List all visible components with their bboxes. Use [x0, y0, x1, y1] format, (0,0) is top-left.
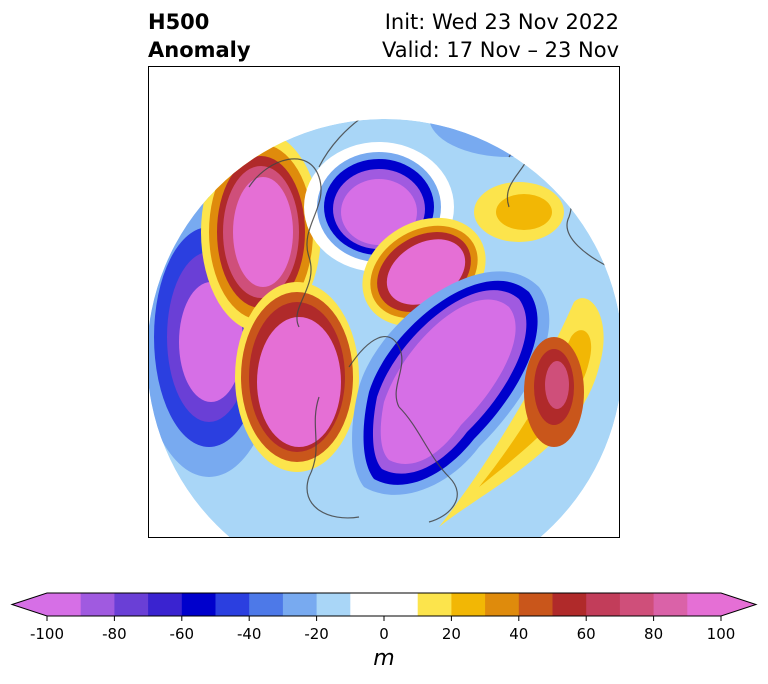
colorbar-bin — [350, 593, 419, 616]
colorbar-tick-label: 80 — [644, 625, 664, 643]
colorbar-bin — [47, 593, 82, 616]
colorbar-extend-low — [12, 593, 47, 616]
colorbar-bin — [282, 593, 318, 616]
colorbar-bin — [181, 593, 216, 616]
colorbar-tick-label: 0 — [379, 625, 389, 643]
colorbar-unit: m — [373, 646, 395, 671]
colorbar-bin — [485, 593, 520, 616]
colorbar-bin — [518, 593, 553, 616]
colorbar-bin — [653, 593, 688, 616]
colorbar-bin — [316, 593, 351, 616]
colorbar-bin — [417, 593, 452, 616]
colorbar-bin — [619, 593, 655, 616]
colorbar-tick-label: -100 — [29, 625, 65, 643]
colorbar-bin — [80, 593, 115, 616]
colorbar-bin — [249, 593, 284, 616]
colorbar-tick-label: 60 — [576, 625, 596, 643]
colorbar-ticks — [46, 616, 722, 621]
colorbar-bin — [687, 593, 722, 616]
colorbar-tick-label: -60 — [169, 625, 195, 643]
colorbar-bin — [215, 593, 250, 616]
positive-center-scandinavia — [474, 182, 564, 242]
colorbar-bin — [451, 593, 486, 616]
positive-center-western-canada — [235, 282, 359, 472]
positive-center-atlantic — [439, 298, 604, 527]
colorbar-bin — [552, 593, 587, 616]
title-field: Anomaly — [148, 38, 251, 62]
valid-period: Valid: 17 Nov – 23 Nov — [382, 38, 619, 62]
colorbar-bin — [586, 593, 621, 616]
colorbar — [10, 592, 758, 621]
anomaly-map — [148, 66, 620, 538]
colorbar-tick-label: -40 — [236, 625, 262, 643]
init-time: Init: Wed 23 Nov 2022 — [384, 10, 619, 34]
colorbar-extend-high — [721, 593, 756, 616]
colorbar-tick-label: 100 — [706, 625, 736, 643]
colorbar-bins — [47, 593, 722, 616]
title-variable: H500 — [148, 10, 210, 34]
anomaly-map-svg — [149, 119, 619, 537]
negative-center-north-america — [352, 271, 550, 495]
colorbar-tick-label: 40 — [509, 625, 529, 643]
positive-center-alaska — [201, 132, 321, 332]
colorbar-bin — [114, 593, 149, 616]
colorbar-tick-label: 20 — [441, 625, 461, 643]
negative-center-europe — [429, 119, 589, 157]
chart-title-right: Init: Wed 23 Nov 2022 Valid: 17 Nov – 23 … — [382, 8, 619, 64]
anomaly-field — [149, 119, 619, 537]
colorbar-tick-label: -20 — [304, 625, 329, 643]
chart-title-left: H500 Anomaly — [148, 8, 251, 64]
colorbar-bin — [148, 593, 183, 616]
colorbar-tick-label: -80 — [102, 625, 127, 643]
